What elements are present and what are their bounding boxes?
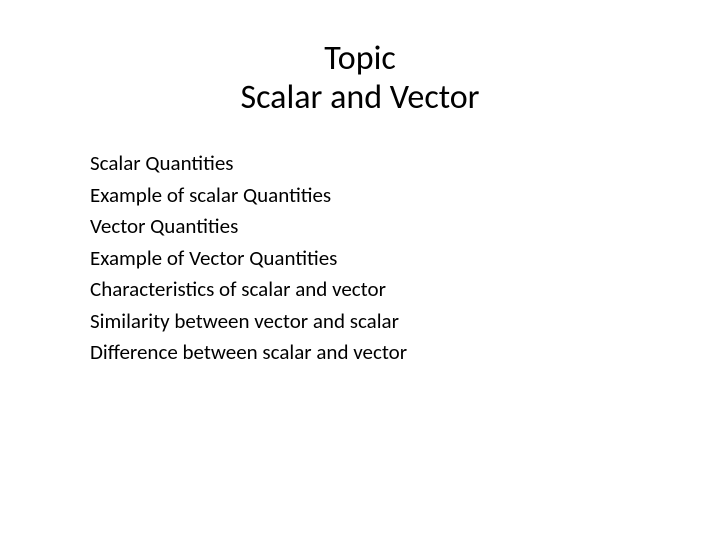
list-item: Similarity between vector and scalar [90,306,630,338]
title-line-1: Topic [90,38,630,79]
list-item: Scalar Quantities [90,148,630,180]
title-line-2: Scalar and Vector [90,77,630,118]
list-item: Vector Quantities [90,211,630,243]
body-list: Scalar Quantities Example of scalar Quan… [90,148,630,369]
list-item: Characteristics of scalar and vector [90,274,630,306]
title-block: Topic Scalar and Vector [90,38,630,118]
list-item: Difference between scalar and vector [90,337,630,369]
list-item: Example of Vector Quantities [90,243,630,275]
slide: Topic Scalar and Vector Scalar Quantitie… [0,0,720,540]
list-item: Example of scalar Quantities [90,180,630,212]
